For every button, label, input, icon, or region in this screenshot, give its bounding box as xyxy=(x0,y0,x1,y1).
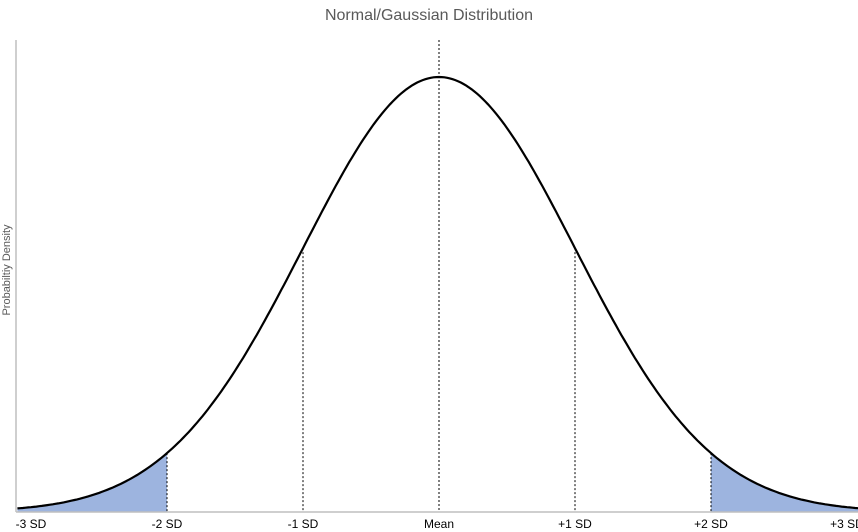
density-curve xyxy=(17,75,858,510)
shaded-tail-right xyxy=(711,453,858,512)
x-tick-label: -1 SD xyxy=(288,517,319,531)
x-tick-label: -3 SD xyxy=(16,517,47,531)
y-axis-label: Probabiltiy Density xyxy=(1,224,13,316)
x-tick-label: +2 SD xyxy=(694,517,728,531)
x-tick-label: +3 SD xyxy=(830,517,858,531)
chart-title: Normal/Gaussian Distribution xyxy=(325,7,533,24)
x-tick-label: +1 SD xyxy=(558,517,592,531)
x-tick-label: Mean xyxy=(424,517,454,531)
shaded-tail-left xyxy=(17,453,168,512)
x-tick-label: -2 SD xyxy=(152,517,183,531)
